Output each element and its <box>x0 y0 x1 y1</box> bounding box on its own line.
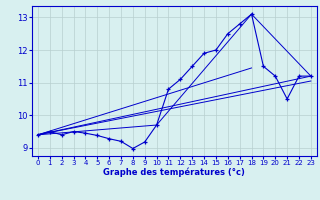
X-axis label: Graphe des températures (°c): Graphe des températures (°c) <box>103 168 245 177</box>
